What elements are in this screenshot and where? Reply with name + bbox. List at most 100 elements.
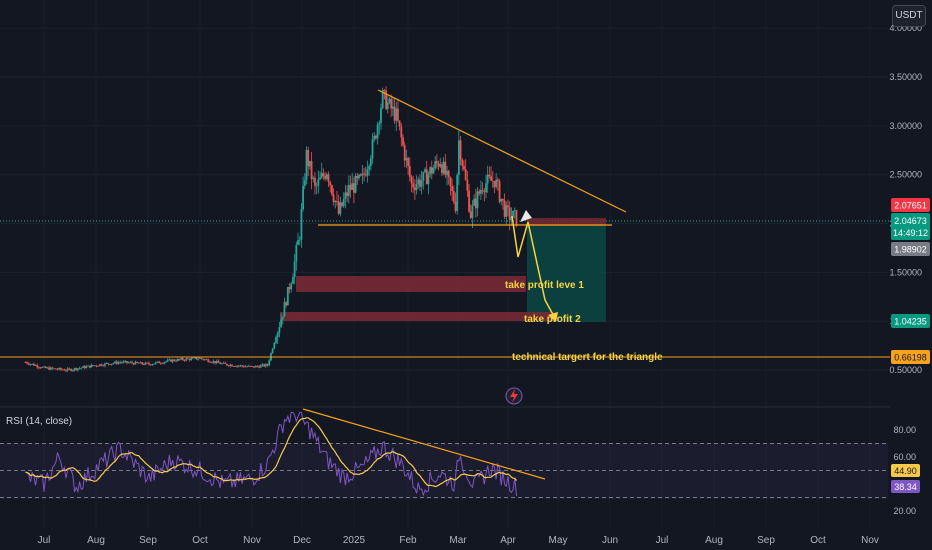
candle-body [227, 365, 230, 367]
candle-body [236, 365, 238, 367]
candle-body [253, 366, 255, 368]
candle-body [275, 337, 277, 343]
candle-body [505, 205, 508, 217]
candle-body [415, 184, 418, 191]
time-axis[interactable]: Jul Aug Sep Oct Nov Dec 2025 Feb Mar Apr May Jun Jul… [38, 535, 879, 546]
candle-body [386, 102, 389, 110]
candle-body [75, 368, 78, 371]
candle-body [143, 364, 145, 365]
candle-body [137, 362, 140, 364]
time-tick-label: May [549, 535, 568, 546]
candle-body [159, 363, 162, 365]
candle-body [473, 198, 476, 206]
projected-path [511, 215, 557, 321]
candle-body [195, 357, 198, 360]
candle-body [312, 177, 315, 179]
candle-body [515, 210, 518, 226]
candle-body [36, 365, 39, 368]
candle-body [114, 361, 117, 364]
candle-body [427, 174, 430, 185]
candle-body [498, 181, 501, 202]
candle-body [390, 98, 393, 109]
candle-body [239, 365, 242, 367]
candle-body [170, 359, 172, 362]
candle-body [351, 183, 354, 190]
candle-body [90, 365, 93, 368]
price-tick-label: 4.00000 [889, 23, 922, 33]
candle-body [190, 358, 193, 361]
rsi-purple-badge: 38.34 [891, 480, 920, 493]
time-tick-label: Sep [139, 535, 157, 546]
candle-body [219, 362, 222, 364]
candle-body [373, 135, 376, 140]
candle-body [127, 362, 130, 364]
time-tick-label: Nov [861, 535, 879, 546]
candle-body [76, 368, 79, 371]
candle-body [388, 98, 391, 103]
candle-body [303, 180, 306, 186]
candle-body [305, 149, 308, 181]
candle-body [349, 184, 352, 190]
candle-body [308, 160, 311, 167]
candle-body [325, 174, 328, 179]
candle-body [254, 365, 257, 368]
candle-body [376, 124, 379, 139]
candle-body [102, 365, 105, 367]
candle-body [183, 359, 186, 361]
candle-body [26, 362, 28, 364]
candle-body [146, 362, 149, 364]
candle-body [464, 169, 467, 180]
time-tick-label: Aug [705, 535, 723, 546]
candle-body [117, 362, 120, 364]
red-price-text: 2.07651 [894, 201, 927, 211]
candle-body [203, 359, 206, 361]
candle-body [419, 179, 421, 187]
candle-body [402, 137, 404, 146]
candle-body [119, 362, 122, 364]
time-tick-label: Mar [449, 535, 467, 546]
time-tick-label: Jul [656, 535, 669, 546]
candle-body [364, 174, 367, 176]
descending-trendline [377, 89, 627, 213]
pencil-icon[interactable] [520, 210, 532, 222]
candle-body [435, 161, 438, 164]
candle-body [48, 367, 50, 370]
candle-body [366, 169, 369, 176]
candle-body [410, 176, 413, 184]
candle-body [232, 366, 235, 368]
candle-body [181, 358, 184, 360]
candle-body [109, 364, 111, 365]
candle-body [163, 362, 166, 364]
candle-body [437, 163, 440, 167]
candle-body [83, 366, 86, 369]
time-tick-label: Feb [399, 535, 417, 546]
candle-body [319, 177, 321, 180]
candle-body [503, 200, 506, 217]
candle-body [241, 365, 244, 367]
candle-body [193, 357, 196, 359]
candle-body [115, 361, 118, 364]
projected-arrow-head [548, 312, 558, 322]
candle-body [58, 367, 61, 370]
candle-body [310, 160, 313, 179]
candle-body [212, 361, 215, 363]
orange-price-badge: 0.66198 [891, 350, 930, 364]
target-annotation: technical targert for the triangle [512, 352, 663, 363]
candle-body [39, 367, 42, 369]
rsi-axis[interactable]: 80.00 60.00 20.00 [893, 425, 916, 516]
rsi-tick-label: 20.00 [893, 506, 916, 516]
candle-body [126, 361, 128, 363]
candle-body [148, 363, 150, 365]
candle-body [375, 135, 377, 139]
candle-body [513, 210, 516, 211]
candle-body [156, 361, 159, 363]
currency-button[interactable]: USDT [892, 5, 926, 27]
candle-body [486, 174, 489, 184]
candle-body [347, 184, 350, 196]
take-profit-1-box [296, 276, 526, 292]
candle-body [447, 170, 450, 178]
candle-body [315, 185, 318, 187]
candle-body [165, 361, 167, 363]
